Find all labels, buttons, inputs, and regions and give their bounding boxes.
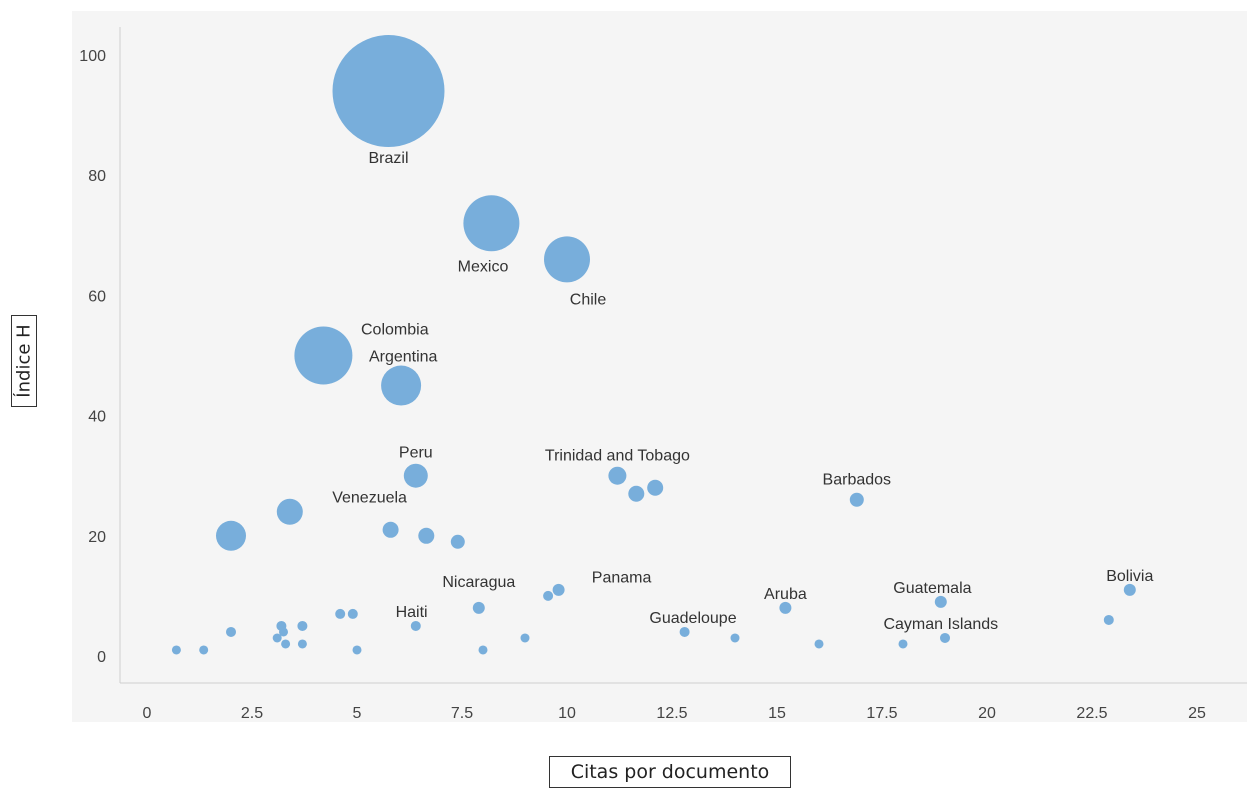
bubble	[552, 583, 565, 596]
bubble	[543, 590, 554, 601]
bubble	[478, 645, 488, 655]
bubble	[608, 466, 627, 485]
y-tick-label: 60	[88, 288, 106, 305]
bubble	[410, 620, 421, 631]
plot-area	[72, 11, 1247, 722]
bubble-label: Chile	[570, 291, 607, 308]
bubble-label: Colombia	[361, 321, 429, 338]
bubble	[279, 627, 288, 637]
bubble-label: Guadeloupe	[649, 610, 736, 627]
y-tick-label: 0	[97, 649, 106, 666]
bubble-label: Brazil	[368, 150, 408, 167]
bubble	[226, 626, 236, 637]
bubble-label: Trinidad and Tobago	[545, 448, 690, 465]
bubble	[352, 645, 362, 655]
bubble	[381, 365, 422, 406]
bubble	[1123, 583, 1136, 596]
bubble	[520, 633, 530, 643]
bubble	[898, 639, 908, 649]
x-tick-label: 17.5	[866, 705, 897, 722]
bubble	[814, 639, 824, 649]
bubble	[418, 527, 435, 544]
x-axis-title: Citas por documento	[570, 761, 770, 783]
bubble	[281, 639, 291, 649]
x-tick-label: 7.5	[451, 705, 473, 722]
bubble	[276, 498, 303, 525]
y-axis-title-box: Índice H	[11, 315, 37, 407]
bubble	[335, 608, 346, 619]
bubble	[463, 195, 520, 252]
bubble	[940, 632, 950, 643]
x-tick-label: 0	[143, 705, 152, 722]
bubble-label: Peru	[399, 445, 433, 462]
bubble	[294, 326, 353, 385]
y-axis-title: Índice H	[13, 324, 35, 398]
x-tick-label: 22.5	[1076, 705, 1107, 722]
y-tick-labels: 0 20 40 60 80 100	[79, 48, 106, 666]
bubble	[628, 485, 645, 502]
bubble-labels: Brazil Mexico Chile Colombia Argentina Peru Ve…	[332, 150, 1153, 633]
bubble	[679, 626, 690, 637]
x-tick-label: 10	[558, 705, 576, 722]
bubble	[171, 645, 181, 655]
bubble	[472, 601, 485, 614]
bubble-label: Panama	[592, 570, 652, 587]
bubble	[403, 463, 428, 488]
bubble	[297, 620, 308, 631]
bubble	[297, 639, 307, 649]
bubble-label: Nicaragua	[442, 574, 515, 591]
x-tick-labels: 0 2.5 5 7.5 10 12.5 15 17.5 20 22.5 25	[143, 705, 1206, 722]
bubble	[849, 492, 864, 507]
bubbles	[171, 35, 1136, 655]
bubble-label: Bolivia	[1106, 568, 1153, 585]
bubble	[382, 521, 399, 538]
bubble	[647, 479, 664, 496]
bubble-label: Aruba	[764, 586, 807, 603]
bubble	[450, 534, 465, 549]
x-tick-label: 15	[768, 705, 786, 722]
bubble-label: Barbados	[823, 472, 892, 489]
bubble	[934, 595, 947, 608]
bubble	[272, 633, 282, 643]
x-tick-label: 2.5	[241, 705, 263, 722]
bubble	[730, 633, 740, 643]
bubble	[544, 236, 590, 283]
bubble-label: Argentina	[369, 349, 438, 366]
bubble-label: Cayman Islands	[883, 616, 998, 633]
bubble	[199, 645, 209, 655]
bubble-label: Venezuela	[332, 490, 407, 507]
x-tick-label: 25	[1188, 705, 1206, 722]
bubble	[1103, 614, 1114, 625]
y-tick-label: 20	[88, 529, 106, 546]
x-tick-label: 20	[978, 705, 996, 722]
y-tick-label: 80	[88, 168, 106, 185]
bubble-label: Haiti	[396, 604, 428, 621]
bubble	[216, 520, 246, 551]
bubble	[332, 35, 445, 148]
x-tick-label: 5	[353, 705, 362, 722]
x-axis-title-box: Citas por documento	[549, 756, 791, 788]
bubble-label: Mexico	[458, 258, 509, 275]
y-tick-label: 40	[88, 409, 106, 426]
bubble	[779, 601, 792, 614]
y-tick-label: 100	[79, 48, 106, 65]
bubble-label: Guatemala	[893, 580, 971, 597]
x-tick-label: 12.5	[656, 705, 687, 722]
bubble	[347, 608, 358, 619]
